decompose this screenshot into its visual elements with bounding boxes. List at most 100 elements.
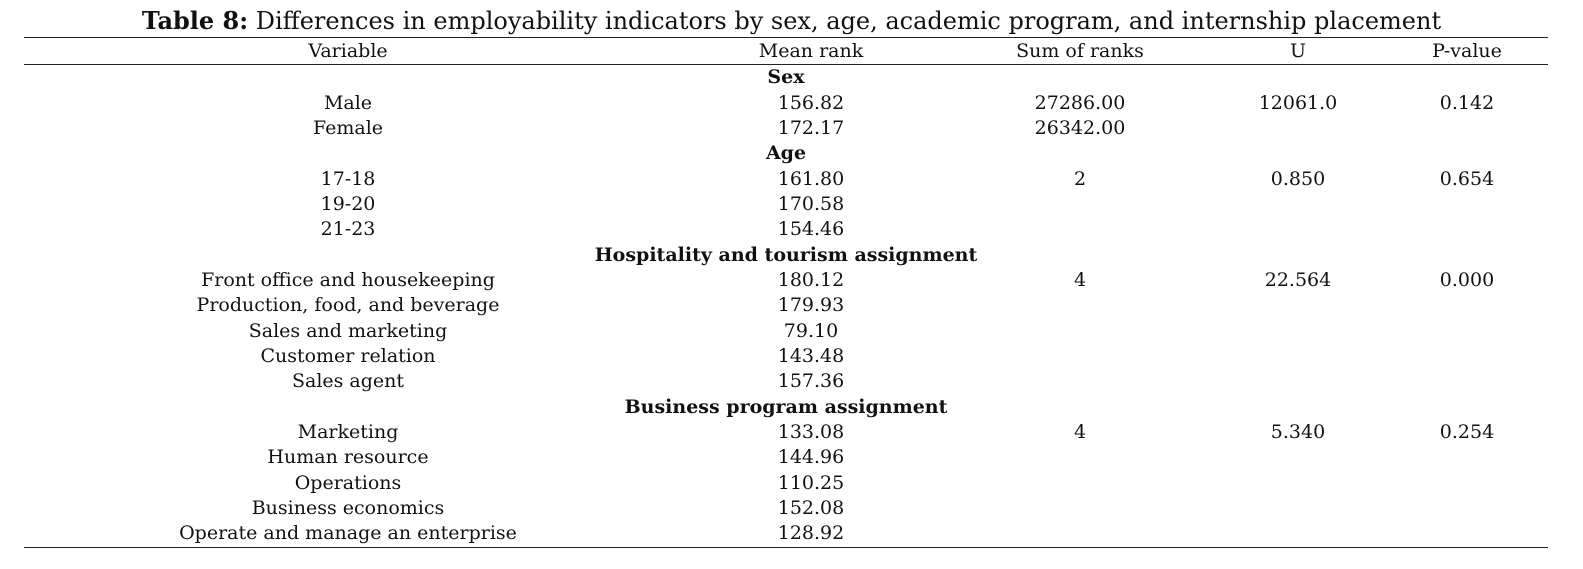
cell-sum-of-ranks: 27286.00 bbox=[1034, 91, 1126, 114]
cell-p-value: 0.654 bbox=[1439, 167, 1495, 190]
cell-sum-of-ranks: 4 bbox=[1073, 268, 1087, 291]
cell-mean-rank: 79.10 bbox=[783, 319, 839, 342]
table-row: Business economics 152.08 bbox=[24, 496, 1548, 521]
cell-mean-rank: 110.25 bbox=[777, 471, 845, 494]
cell-sum-of-ranks: 26342.00 bbox=[1034, 116, 1126, 139]
column-header-mean-rank: Mean rank bbox=[758, 40, 864, 62]
cell-sum-of-ranks bbox=[950, 496, 1210, 521]
cell-u bbox=[1210, 445, 1386, 470]
table-row: Production, food, and beverage 179.93 bbox=[24, 293, 1548, 318]
cell-variable: 17-18 bbox=[320, 167, 376, 190]
cell-sum-of-ranks bbox=[950, 521, 1210, 546]
cell-variable: Operations bbox=[294, 471, 402, 494]
table-row: Operations 110.25 bbox=[24, 471, 1548, 496]
cell-p-value bbox=[1386, 445, 1548, 470]
cell-p-value bbox=[1386, 369, 1548, 394]
column-header-variable: Variable bbox=[308, 40, 388, 62]
table-caption-label: Table 8: bbox=[141, 6, 249, 35]
cell-u bbox=[1210, 318, 1386, 343]
cell-u bbox=[1210, 293, 1386, 318]
cell-u bbox=[1210, 496, 1386, 521]
table-row: Operate and manage an enterprise 128.92 bbox=[24, 521, 1548, 546]
cell-variable: Male bbox=[323, 91, 373, 114]
cell-variable: Sales and marketing bbox=[248, 319, 448, 342]
cell-sum-of-ranks bbox=[950, 318, 1210, 343]
cell-u bbox=[1210, 217, 1386, 242]
cell-variable: Marketing bbox=[297, 420, 399, 443]
cell-mean-rank: 128.92 bbox=[777, 522, 845, 545]
cell-p-value bbox=[1386, 116, 1548, 141]
table-row: Sales and marketing 79.10 bbox=[24, 318, 1548, 343]
cell-p-value bbox=[1386, 217, 1548, 242]
cell-sum-of-ranks bbox=[950, 217, 1210, 242]
section-heading-row: Hospitality and tourism assignment bbox=[24, 242, 1548, 267]
table-row: 17-18 161.80 2 0.850 0.654 bbox=[24, 166, 1548, 191]
table-caption: Table 8: Differences in employability in… bbox=[0, 6, 1583, 36]
cell-p-value: 0.142 bbox=[1439, 91, 1495, 114]
cell-u bbox=[1210, 521, 1386, 546]
cell-u bbox=[1210, 192, 1386, 217]
cell-mean-rank: 157.36 bbox=[777, 370, 845, 393]
table-row: Female 172.17 26342.00 bbox=[24, 116, 1548, 141]
cell-variable: Front office and housekeeping bbox=[201, 268, 495, 291]
cell-u bbox=[1210, 344, 1386, 369]
cell-variable: 19-20 bbox=[320, 192, 376, 215]
cell-variable: Human resource bbox=[267, 446, 429, 469]
column-header-sum-of-ranks: Sum of ranks bbox=[1016, 40, 1144, 62]
section-heading: Business program assignment bbox=[624, 395, 948, 418]
table-body: Sex Male 156.82 27286.00 12061.0 0.142 Female 1… bbox=[24, 64, 1548, 547]
cell-u: 5.340 bbox=[1270, 420, 1326, 443]
cell-p-value: 0.000 bbox=[1439, 268, 1495, 291]
cell-u: 22.564 bbox=[1264, 268, 1332, 291]
cell-p-value bbox=[1386, 318, 1548, 343]
cell-mean-rank: 180.12 bbox=[777, 268, 845, 291]
table-header-row: Variable Mean rank Sum of ranks U P-valu… bbox=[24, 38, 1548, 64]
table-top-rule bbox=[24, 37, 1548, 38]
table-bottom-rule bbox=[24, 547, 1548, 548]
section-heading-row: Sex bbox=[24, 65, 1548, 90]
cell-mean-rank: 154.46 bbox=[777, 218, 845, 241]
table-row: Front office and housekeeping 180.12 4 22.5… bbox=[24, 268, 1548, 293]
cell-p-value bbox=[1386, 344, 1548, 369]
cell-sum-of-ranks bbox=[950, 344, 1210, 369]
cell-u bbox=[1210, 369, 1386, 394]
cell-u bbox=[1210, 471, 1386, 496]
cell-mean-rank: 161.80 bbox=[777, 167, 845, 190]
section-heading: Hospitality and tourism assignment bbox=[594, 243, 978, 266]
cell-sum-of-ranks bbox=[950, 369, 1210, 394]
section-heading: Sex bbox=[767, 66, 805, 89]
cell-p-value bbox=[1386, 192, 1548, 217]
cell-p-value: 0.254 bbox=[1439, 420, 1495, 443]
cell-p-value bbox=[1386, 293, 1548, 318]
cell-p-value bbox=[1386, 496, 1548, 521]
cell-sum-of-ranks bbox=[950, 192, 1210, 217]
cell-variable: Operate and manage an enterprise bbox=[179, 522, 517, 545]
cell-variable: Sales agent bbox=[291, 370, 405, 393]
cell-u: 12061.0 bbox=[1258, 91, 1338, 114]
cell-p-value bbox=[1386, 521, 1548, 546]
section-heading-row: Age bbox=[24, 141, 1548, 166]
cell-mean-rank: 143.48 bbox=[777, 344, 845, 367]
section-heading: Age bbox=[765, 142, 807, 165]
section-heading-row: Business program assignment bbox=[24, 394, 1548, 419]
cell-mean-rank: 179.93 bbox=[777, 294, 845, 317]
cell-mean-rank: 170.58 bbox=[777, 192, 845, 215]
cell-mean-rank: 133.08 bbox=[777, 420, 845, 443]
table-row: Male 156.82 27286.00 12061.0 0.142 bbox=[24, 90, 1548, 115]
cell-mean-rank: 172.17 bbox=[777, 116, 845, 139]
cell-p-value bbox=[1386, 471, 1548, 496]
column-header-u: U bbox=[1289, 40, 1306, 62]
table-row: 19-20 170.58 bbox=[24, 192, 1548, 217]
cell-variable: Production, food, and beverage bbox=[196, 294, 500, 317]
cell-sum-of-ranks bbox=[950, 293, 1210, 318]
cell-u bbox=[1210, 116, 1386, 141]
cell-variable: Customer relation bbox=[260, 344, 436, 367]
cell-variable: Business economics bbox=[251, 497, 445, 520]
cell-sum-of-ranks: 2 bbox=[1073, 167, 1087, 190]
table-row: 21-23 154.46 bbox=[24, 217, 1548, 242]
table-row: Marketing 133.08 4 5.340 0.254 bbox=[24, 420, 1548, 445]
cell-sum-of-ranks: 4 bbox=[1073, 420, 1087, 443]
cell-sum-of-ranks bbox=[950, 471, 1210, 496]
cell-sum-of-ranks bbox=[950, 445, 1210, 470]
table-caption-text: Differences in employability indicators … bbox=[248, 7, 1442, 35]
